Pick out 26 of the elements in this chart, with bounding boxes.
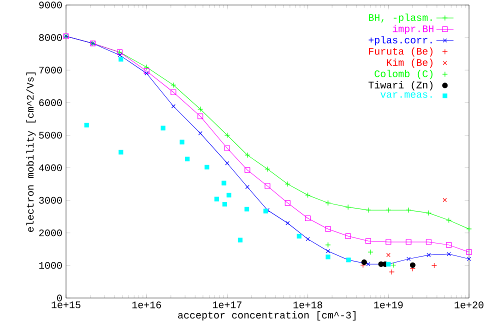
x-tick-label: 1e+17: [212, 302, 242, 308]
legend-label: +plas.corr.: [368, 36, 432, 46]
x-axis-title: acceptor concentration [cm^-3]: [178, 311, 356, 320]
y-tick-label: 4000: [38, 164, 62, 172]
x-tick-label: 1e+18: [294, 302, 322, 308]
x-tick-label: 1e+16: [132, 302, 161, 308]
x-tick-label: 1e+15: [52, 302, 80, 308]
y-axis-title: electron mobility [cm^2/Vs]: [26, 72, 36, 232]
y-tick-label: 1000: [39, 262, 62, 269]
y-tick-label: 7000: [39, 66, 62, 74]
legend-label: Colomb (C): [374, 70, 432, 80]
legend-label: var.meas.: [380, 92, 432, 98]
x-tick-label: 1e+20: [454, 302, 484, 308]
legend-label: BH, -plasm.: [368, 14, 432, 23]
legend-label: Furuta (Be): [369, 47, 432, 57]
legend-label: impr.BH: [392, 24, 434, 34]
legend-label: Kim (Be): [386, 58, 432, 68]
y-tick-label: 2000: [39, 229, 62, 236]
x-tick-label: 1e+19: [374, 302, 403, 308]
y-tick-label: 5000: [39, 132, 62, 139]
y-tick-label: 8000: [39, 34, 62, 41]
y-tick-label: 9000: [39, 2, 62, 8]
y-tick-label: 0: [57, 294, 62, 302]
y-tick-label: 3000: [39, 196, 62, 204]
y-tick-label: 6000: [39, 99, 62, 106]
legend-label: Tiwari (Zn): [368, 81, 432, 90]
